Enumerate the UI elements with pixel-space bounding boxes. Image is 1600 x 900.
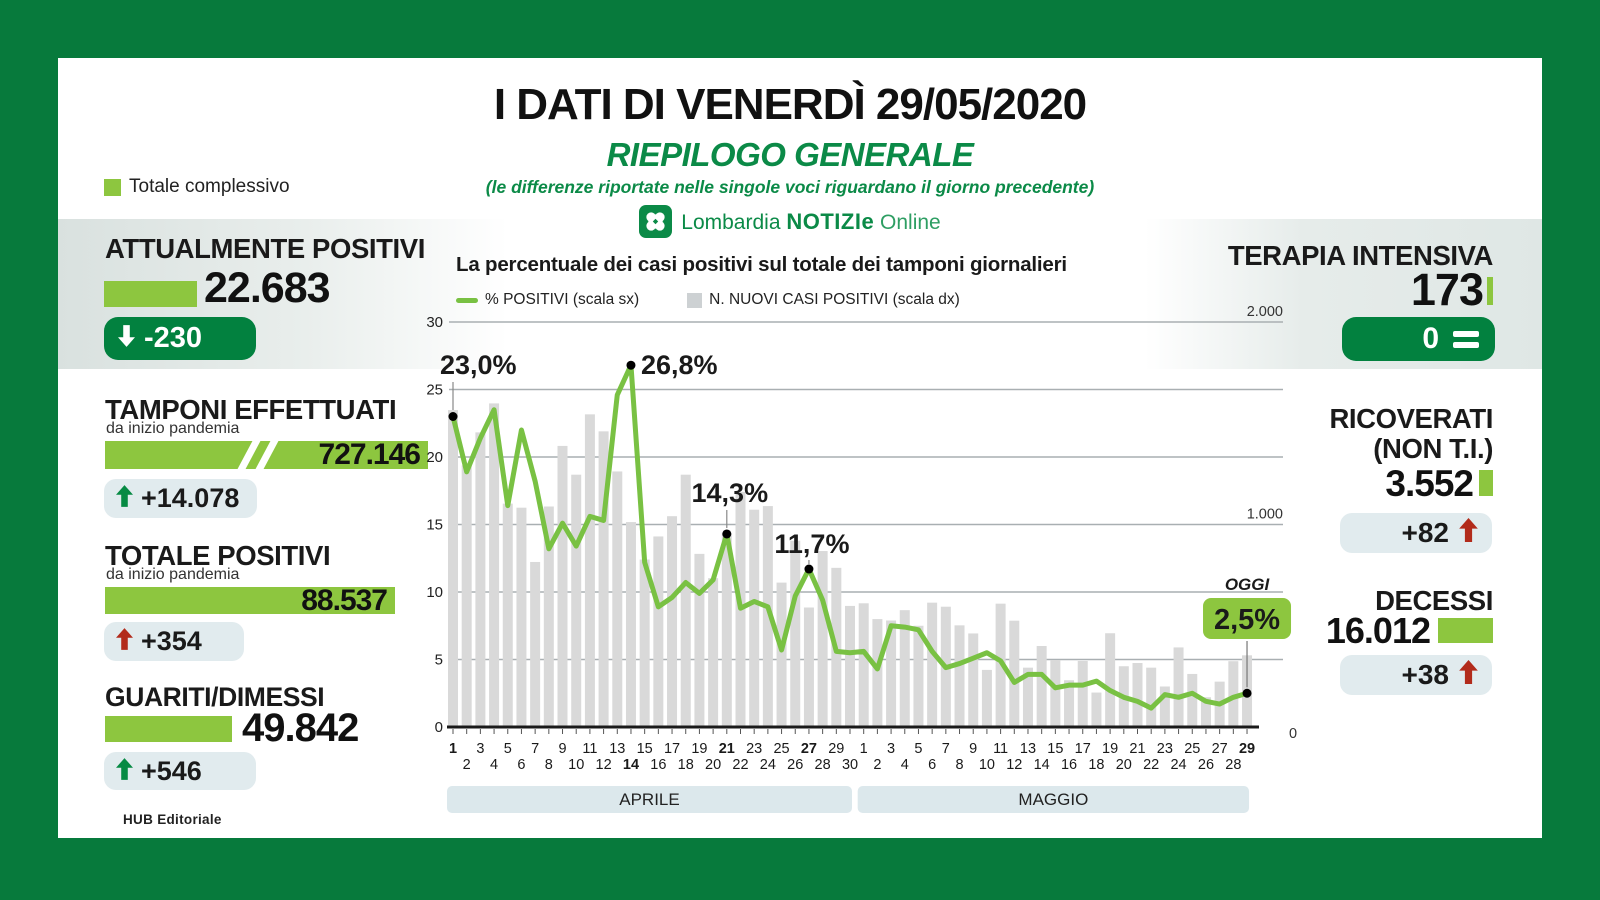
up-arrow-icon bbox=[116, 626, 133, 657]
totale-value: 88.537 bbox=[301, 583, 388, 617]
totale-bar: 88.537 bbox=[105, 584, 395, 617]
terapia-value-row: 173 bbox=[1100, 264, 1502, 316]
lombardia-rose-icon bbox=[639, 205, 673, 238]
equals-icon bbox=[1453, 330, 1479, 348]
total-legend-label: Totale complessivo bbox=[129, 176, 290, 197]
ricoverati-value: 3.552 bbox=[1385, 463, 1474, 504]
attualmente-title: ATTUALMENTE POSITIVI bbox=[105, 233, 425, 264]
ricoverati-delta-badge: +82 bbox=[1340, 513, 1492, 553]
ricoverati-title2: (NON T.I.) bbox=[1373, 433, 1493, 464]
lombardia-logo: Lombardia NOTIZIe Online bbox=[90, 205, 1490, 238]
bar-stripe bbox=[255, 441, 279, 469]
terapia-bar bbox=[1487, 277, 1493, 305]
tamponi-title: TAMPONI EFFETTUATI bbox=[105, 394, 397, 425]
up-arrow-icon bbox=[116, 756, 133, 787]
up-arrow-icon bbox=[116, 483, 133, 514]
decessi-value-row: 16.012 bbox=[1100, 610, 1501, 652]
tamponi-subtitle: da inizio pandemia bbox=[106, 420, 240, 437]
ricoverati-bar bbox=[1479, 470, 1493, 496]
total-legend: Totale complessivo bbox=[104, 176, 290, 198]
decessi-title: DECESSI bbox=[1375, 585, 1493, 616]
ricoverati-title: RICOVERATI bbox=[1329, 403, 1493, 434]
guariti-delta-badge: +546 bbox=[104, 752, 256, 790]
guariti-delta: +546 bbox=[141, 755, 202, 786]
guariti-bar bbox=[105, 716, 232, 742]
ricoverati-value-row: 3.552 bbox=[1100, 463, 1501, 505]
logo-wordmark: Lombardia NOTIZIe Online bbox=[681, 208, 941, 234]
decessi-delta: +38 bbox=[1401, 659, 1450, 690]
terapia-delta-badge: 0 bbox=[1342, 317, 1495, 361]
line-swatch-icon bbox=[456, 297, 478, 303]
tamponi-delta-badge: +14.078 bbox=[104, 479, 257, 518]
tamponi-bar: 727.146 bbox=[105, 441, 428, 469]
totale-subtitle: da inizio pandemia bbox=[106, 566, 240, 583]
up-arrow-icon bbox=[1459, 517, 1478, 549]
attualmente-bar bbox=[104, 281, 197, 307]
tamponi-delta: +14.078 bbox=[141, 483, 240, 513]
totale-title: TOTALE POSITIVI bbox=[105, 540, 331, 571]
page-title: I DATI DI VENERDÌ 29/05/2020 bbox=[493, 80, 1087, 129]
decessi-delta-badge: +38 bbox=[1340, 655, 1492, 695]
up-arrow-icon bbox=[1459, 659, 1478, 691]
bar-swatch-icon bbox=[687, 292, 703, 308]
chart-legend: % POSITIVI (scala sx) N. NUOVI CASI POSI… bbox=[456, 291, 960, 309]
attualmente-delta: -230 bbox=[144, 322, 203, 354]
terapia-delta: 0 bbox=[1422, 322, 1439, 355]
legend-line-label: % POSITIVI (scala sx) bbox=[485, 291, 640, 308]
credit: HUB Editoriale bbox=[123, 812, 222, 827]
down-arrow-icon bbox=[118, 322, 135, 355]
totale-delta-badge: +354 bbox=[104, 622, 244, 661]
legend-bar-label: N. NUOVI CASI POSITIVI (scala dx) bbox=[709, 291, 960, 308]
chart-title: La percentuale dei casi positivi sul tot… bbox=[456, 253, 1067, 276]
decessi-bar bbox=[1438, 618, 1493, 643]
terapia-title: TERAPIA INTENSIVA bbox=[1227, 240, 1494, 271]
totale-delta: +354 bbox=[141, 626, 202, 656]
ricoverati-delta: +82 bbox=[1401, 517, 1450, 548]
tamponi-value: 727.146 bbox=[318, 441, 421, 469]
total-swatch-icon bbox=[104, 178, 121, 196]
terapia-value: 173 bbox=[1410, 264, 1484, 315]
header: I DATI DI VENERDÌ 29/05/2020 RIEPILOGO G… bbox=[90, 0, 1490, 198]
decessi-value: 16.012 bbox=[1325, 610, 1431, 651]
header-note: (le differenze riportate nelle singole v… bbox=[485, 177, 1095, 197]
attualmente-delta-badge: -230 bbox=[104, 317, 256, 360]
guariti-title: GUARITI/DIMESSI bbox=[105, 682, 325, 712]
guariti-value: 49.842 bbox=[242, 706, 359, 750]
attualmente-value: 22.683 bbox=[204, 264, 331, 312]
page-subtitle: RIEPILOGO GENERALE bbox=[606, 136, 974, 173]
